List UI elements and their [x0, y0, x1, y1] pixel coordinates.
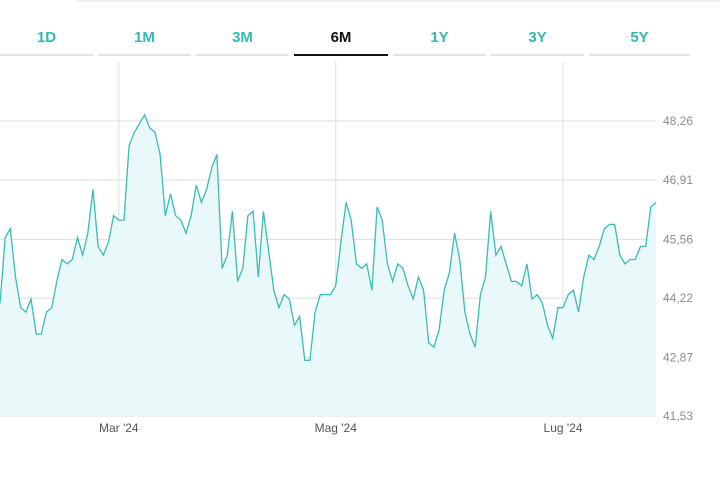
x-tick-label: Lug '24: [544, 421, 583, 435]
y-tick-label: 42,87: [663, 350, 693, 364]
y-tick-label: 41,53: [663, 409, 693, 423]
y-tick-label: 45,56: [663, 232, 693, 246]
y-tick-label: 48,26: [663, 114, 693, 128]
price-line: [0, 113, 657, 361]
x-tick-label: Mag '24: [315, 421, 358, 435]
tab-1d[interactable]: 1D: [0, 22, 93, 56]
top-divider: [76, 0, 720, 2]
y-tick-label: 44,22: [663, 291, 693, 305]
tab-6m[interactable]: 6M: [294, 22, 388, 56]
tab-5y[interactable]: 5Y: [589, 22, 690, 56]
tab-3y[interactable]: 3Y: [491, 22, 584, 56]
x-axis-labels: Mar '24 Mag '24 Lug '24: [99, 421, 583, 435]
tab-1m[interactable]: 1M: [98, 22, 191, 56]
y-axis-labels: 48,26 46,91 45,56 44,22 42,87 41,53: [663, 114, 693, 423]
period-tabs: 1D 1M 3M 6M 1Y 3Y 5Y: [0, 22, 690, 58]
y-tick-label: 46,91: [663, 173, 693, 187]
tab-1y[interactable]: 1Y: [393, 22, 486, 56]
x-tick-label: Mar '24: [99, 421, 139, 435]
price-area-fill: [0, 114, 656, 417]
tab-3m[interactable]: 3M: [196, 22, 289, 56]
